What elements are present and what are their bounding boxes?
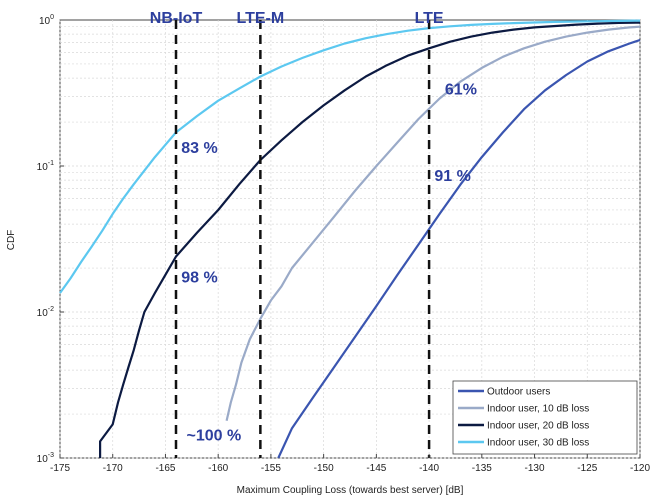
x-tick-label: -125 <box>577 463 597 474</box>
series-line-3 <box>98 21 641 458</box>
annotation-label: 83 % <box>181 140 217 157</box>
x-tick-label: -140 <box>419 463 439 474</box>
y-axis: 10-3 10-2 10-1 100 <box>37 14 64 465</box>
legend-entry: Outdoor users <box>487 387 550 398</box>
x-tick-label: -170 <box>103 463 123 474</box>
x-tick-label: -150 <box>314 463 334 474</box>
reference-lines: NB-IoT LTE-M LTE <box>150 10 444 458</box>
y-axis-label: CDF <box>6 230 17 251</box>
x-tick-label: -160 <box>208 463 228 474</box>
x-tick-label: -175 <box>50 463 70 474</box>
x-tick-label: -155 <box>261 463 281 474</box>
y-tick-label: 10-1 <box>37 160 54 173</box>
legend-entry: Indoor user, 10 dB loss <box>487 404 589 415</box>
x-tick-label: -145 <box>366 463 386 474</box>
x-tick-label: -130 <box>525 463 545 474</box>
annotations: 83 % 98 % ~100 % 61% 91 % <box>181 81 477 444</box>
x-axis-label: Maximum Coupling Loss (towards best serv… <box>237 485 464 496</box>
x-tick-label: -165 <box>155 463 175 474</box>
series-line-4 <box>59 19 641 294</box>
x-tick-label: -135 <box>472 463 492 474</box>
reference-line-label: NB-IoT <box>150 10 203 27</box>
x-tick-label: -120 <box>630 463 650 474</box>
y-tick-label: 10-2 <box>37 306 54 319</box>
annotation-label: ~100 % <box>187 427 242 444</box>
annotation-label: 98 % <box>181 270 217 287</box>
y-tick-label: 10-3 <box>37 452 54 465</box>
reference-line-label: LTE-M <box>237 10 285 27</box>
annotation-label: 91 % <box>434 168 470 185</box>
legend-entry: Indoor user, 20 dB loss <box>487 421 589 432</box>
series-line-2 <box>225 25 641 421</box>
reference-line-label: LTE <box>415 10 444 27</box>
legend: Outdoor users Indoor user, 10 dB loss Indo… <box>452 380 638 455</box>
y-tick-label: 100 <box>39 14 54 27</box>
series-layer <box>59 19 641 459</box>
legend-entry: Indoor user, 30 dB loss <box>487 438 589 449</box>
series-line-1 <box>277 38 641 459</box>
annotation-label: 61% <box>445 81 477 98</box>
x-axis: -175 -170 -165 -160 -155 -150 -145 -140 -135 -130… <box>50 454 650 474</box>
